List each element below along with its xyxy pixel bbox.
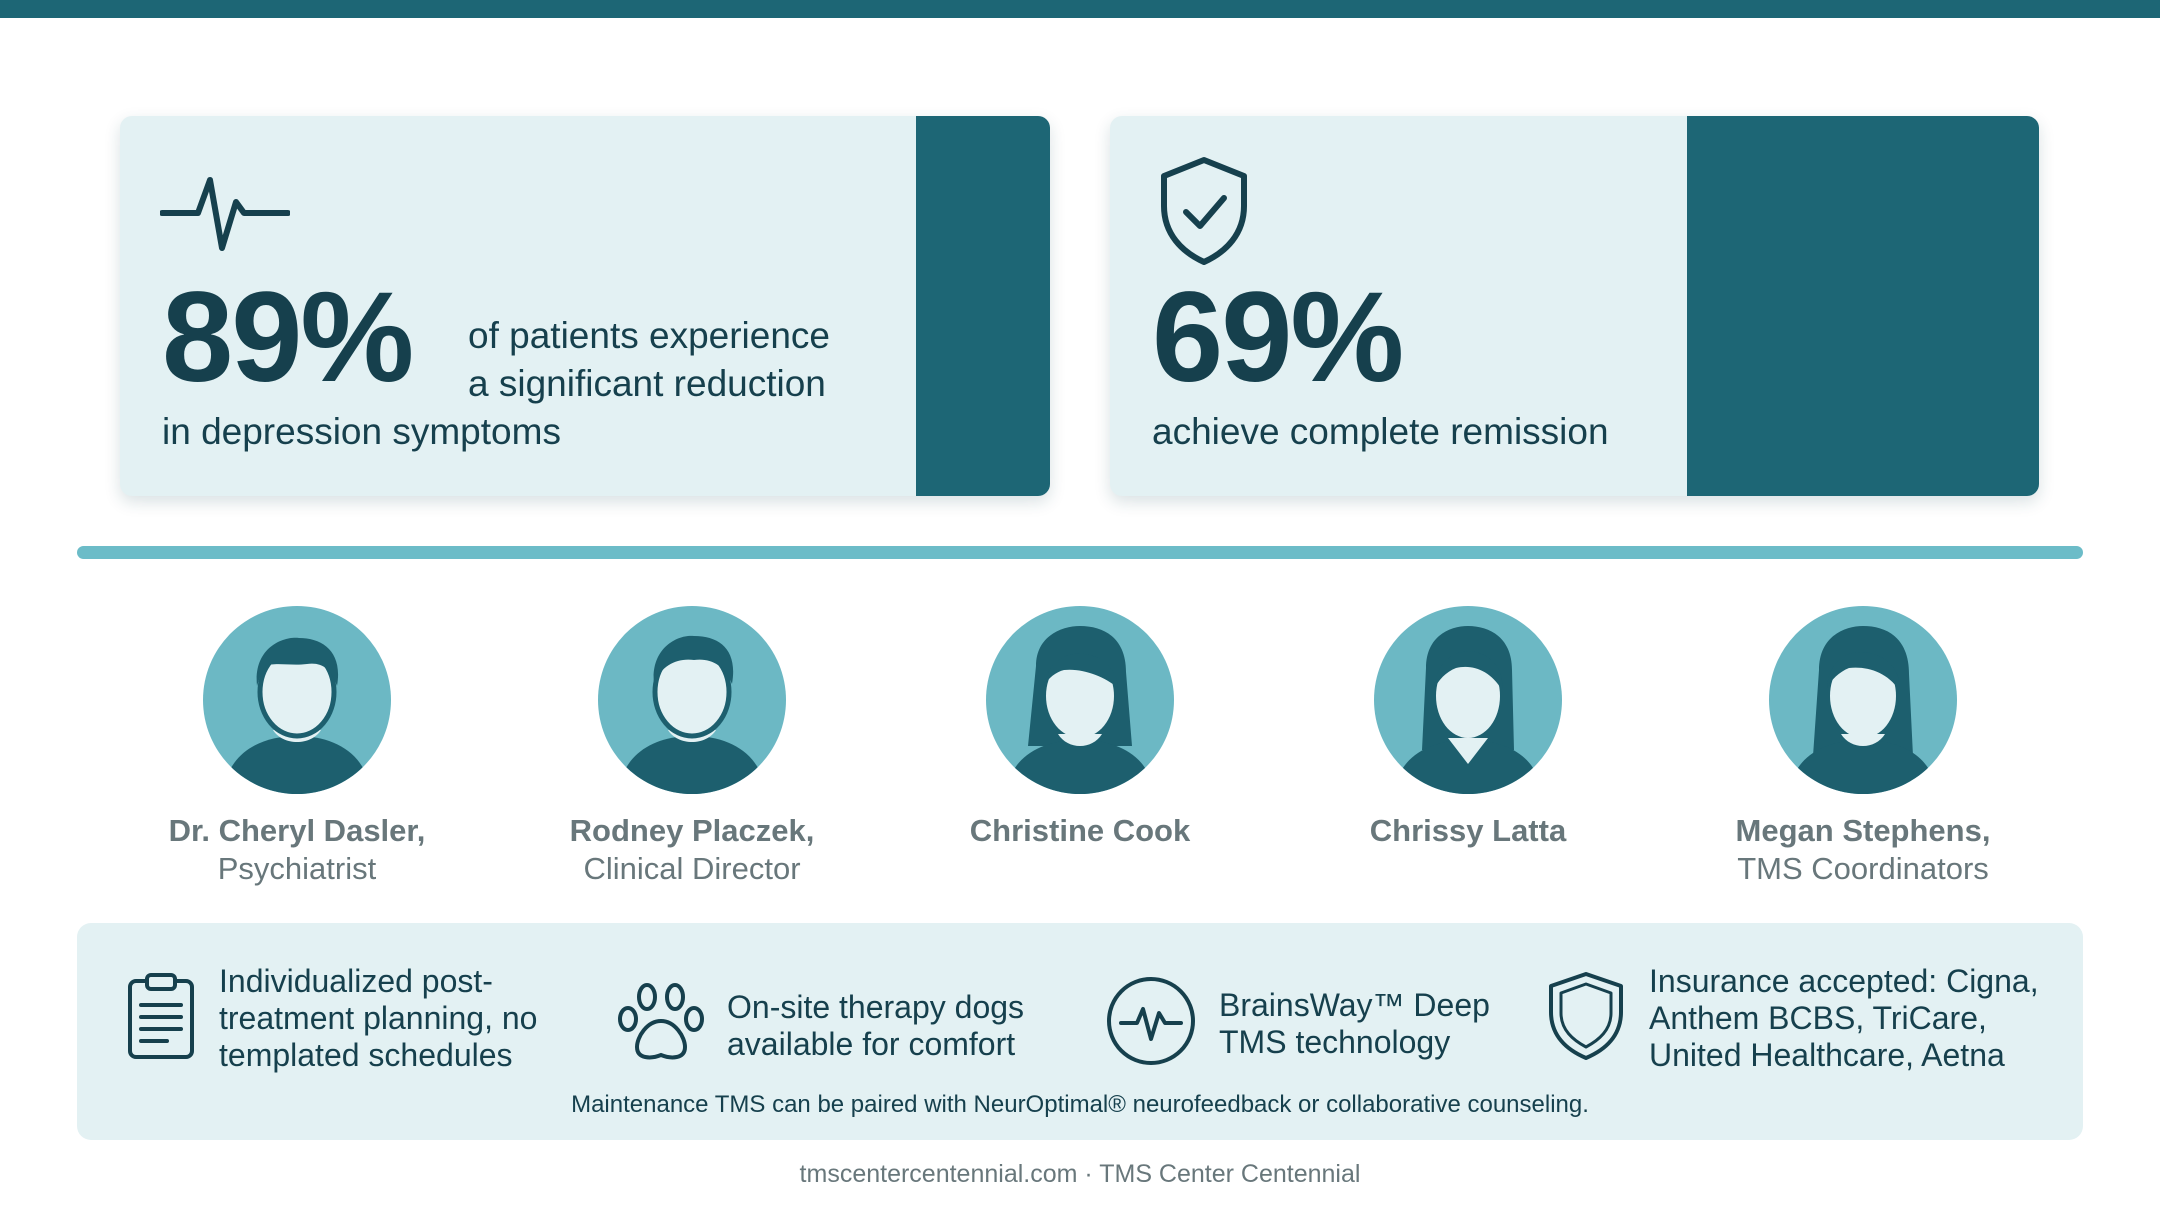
feature-text-line: templated schedules: [219, 1037, 513, 1073]
feature-text-line: Anthem BCBS, TriCare,: [1649, 1000, 1987, 1036]
section-divider: [77, 546, 2083, 559]
feature-text-line: Individualized post-: [219, 963, 493, 999]
card-accent-bar: [916, 116, 1050, 496]
member-name: Dr. Cheryl Dasler,: [168, 813, 426, 848]
feature-text-line: BrainsWay™ Deep: [1219, 986, 1490, 1023]
avatar-female-icon: [1374, 606, 1562, 794]
website-footer: tmscentercentennial.com · TMS Center Cen…: [799, 1160, 1361, 1188]
stat-description: in depression symptoms: [162, 411, 561, 452]
member-name: Rodney Placzek,: [569, 813, 815, 848]
avatar-female-icon: [986, 606, 1174, 794]
pulse-circle-icon: [1105, 975, 1197, 1072]
stat-description-side: of patients experience a significant red…: [468, 312, 830, 408]
stat-description-line: a significant reduction: [468, 363, 826, 404]
stat-card-reduction: 89% of patients experience a significant…: [120, 116, 1050, 496]
clipboard-icon: [125, 971, 197, 1066]
member-name: Megan Stephens,: [1735, 813, 1991, 848]
heartbeat-icon: [159, 158, 291, 263]
team-member: Dr. Cheryl Dasler, Psychiatrist: [107, 606, 487, 888]
stat-value: 69%: [1152, 266, 1404, 409]
stat-card-remission: 69% achieve complete remission: [1110, 116, 2039, 496]
features-panel: Individualized post- treatment planning,…: [77, 923, 2083, 1140]
feature-item: Insurance accepted: Cigna, Anthem BCBS, …: [1545, 963, 2039, 1074]
member-role: TMS Coordinators: [1737, 851, 1989, 886]
member-name: Chrissy Latta: [1369, 813, 1567, 848]
feature-item: Individualized post- treatment planning,…: [125, 963, 537, 1074]
feature-text-line: United Healthcare, Aetna: [1649, 1037, 2005, 1073]
feature-item: BrainsWay™ Deep TMS technology: [1105, 975, 1490, 1072]
stat-description-line: of patients experience: [468, 315, 831, 356]
card-accent-bar: [1687, 116, 2039, 496]
stat-value: 89%: [162, 266, 414, 409]
feature-text-line: treatment planning, no: [219, 1000, 538, 1036]
feature-item: On-site therapy dogs available for comfo…: [617, 981, 1024, 1070]
team-member: Megan Stephens, TMS Coordinators: [1673, 606, 2053, 888]
feature-text-line: TMS technology: [1219, 1023, 1451, 1060]
avatar-male-icon: [203, 606, 391, 794]
member-name: Christine Cook: [969, 813, 1191, 848]
shield-icon: [1545, 970, 1627, 1067]
team-member: Chrissy Latta: [1278, 606, 1658, 850]
feature-text-line: Insurance accepted: Cigna,: [1649, 963, 2039, 999]
avatar-male-icon: [598, 606, 786, 794]
feature-text-line: On-site therapy dogs: [727, 988, 1025, 1025]
avatar-female-icon: [1769, 606, 1957, 794]
member-role: Clinical Director: [583, 851, 801, 886]
feature-text-line: available for comfort: [727, 1025, 1016, 1062]
maintenance-footnote: Maintenance TMS can be paired with NeurO…: [571, 1091, 1589, 1118]
team-member: Rodney Placzek, Clinical Director: [502, 606, 882, 888]
paw-icon: [617, 981, 705, 1070]
top-banner-bar: [0, 0, 2160, 18]
member-role: Psychiatrist: [217, 851, 377, 886]
stat-description: achieve complete remission: [1152, 411, 1609, 452]
team-member: Christine Cook: [890, 606, 1270, 850]
shield-check-icon: [1156, 156, 1252, 271]
